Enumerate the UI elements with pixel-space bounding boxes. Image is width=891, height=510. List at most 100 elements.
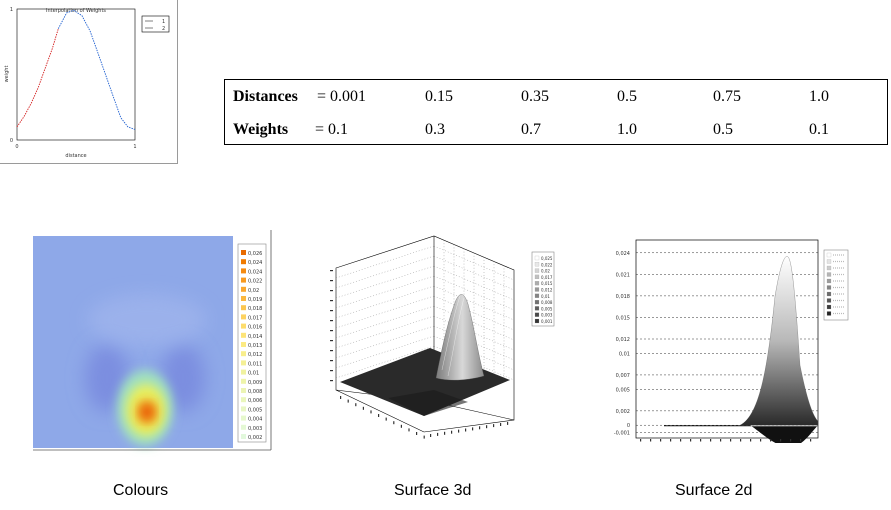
colours-legend-swatch [241, 378, 246, 384]
surface-3d-legend: 0,0250,0220,020,0170,0150,0120,010,0080,… [531, 251, 555, 327]
surface-3d-legend-label: 0,001 [541, 319, 553, 324]
surface-2d-x-tick [680, 439, 682, 442]
colours-legend-swatch [241, 286, 246, 292]
colours-legend-swatch [241, 397, 246, 403]
surface-2d-y-tick-label: 0,018 [616, 294, 630, 300]
surface-2d-x-tick [810, 439, 812, 442]
distances-first-value: = 0.001 [317, 88, 367, 105]
colours-legend-label: 0,014 [248, 334, 262, 340]
weights-cell: 0.1 [809, 121, 829, 138]
surface-3d-y-tick [330, 280, 333, 282]
colours-legend-swatch [241, 305, 246, 311]
colours-legend-swatch [241, 250, 246, 255]
colours-legend-swatch [241, 406, 246, 412]
colours-legend-swatch [241, 342, 246, 347]
surface-2d-x-tick [790, 439, 792, 442]
surface-3d-y-tick [330, 320, 333, 322]
mini-legend-1: 1 [162, 19, 165, 25]
surface-3d-svg: 0,0250,0220,020,0170,0150,0120,010,0080,… [330, 235, 555, 439]
surface-3d-legend-swatch [534, 268, 540, 273]
colours-legend-label: 0,022 [248, 279, 262, 285]
colours-legend-label: 0,013 [248, 343, 262, 349]
surface-3d-legend-label: 0,02 [541, 269, 550, 274]
surface-2d-x-tick [660, 439, 662, 442]
surface-3d-y-tick [330, 380, 333, 382]
surface-3d-y-tick [330, 350, 333, 352]
surface-3d-z-tick [437, 432, 439, 436]
mini-y-tick-top: 1 [10, 7, 13, 13]
colours-legend-label: 0,004 [248, 417, 262, 423]
surface-3d-legend-label: 0,012 [541, 288, 553, 293]
surface-3d-x-tick [416, 432, 418, 435]
colours-legend: 0,026 0,024 0,024 0,022 0,02 0,019 0,018 0,017 0… [237, 243, 267, 443]
surface-3d-z-tick [451, 430, 453, 434]
surface-2d-y-tick-label: 0,024 [616, 251, 630, 257]
surface-2d-x-tick [740, 439, 742, 442]
surface-3d-legend-swatch [534, 293, 540, 298]
surface-3d-legend-label: 0,015 [541, 281, 553, 286]
surface-2d-y-tick-label: 0,021 [616, 272, 630, 278]
mini-x-tick-right: 1 [133, 144, 136, 150]
surface-3d-y-tick [330, 270, 333, 272]
surface-2d-x-tick [720, 439, 722, 442]
distances-cell: 0.75 [713, 88, 741, 105]
surface-3d-y-tick [330, 290, 333, 292]
colours-legend-label: 0,02 [248, 288, 259, 294]
surface-3d-legend-swatch [534, 255, 540, 261]
surface-3d-legend-label: 0,008 [541, 300, 553, 305]
surface-2d-x-tick [760, 439, 762, 442]
colours-legend-label: 0,006 [248, 398, 262, 404]
surface-2d-x-tick [650, 439, 652, 442]
surface-2d-legend [823, 249, 849, 321]
colours-legend-label: 0,024 [248, 260, 262, 266]
surface-3d-z-tick [430, 434, 432, 437]
colours-legend-label: 0,017 [248, 315, 262, 321]
colours-legend-label: 0,016 [248, 325, 262, 331]
surface-3d-z-tick [472, 427, 474, 431]
surface-2d-y-tick-label: 0,002 [616, 409, 630, 415]
colours-legend-label: 0,008 [248, 389, 262, 395]
surface-3d-x-tick [385, 417, 387, 421]
weights-first-value: = 0.1 [315, 121, 349, 138]
surface-2d-x-tick [710, 439, 712, 442]
colours-legend-label: 0,01 [248, 371, 259, 377]
surface-2d-y-ticks: 0,024 0,021 0,018 0,015 0,012 0,01 0,007 0,005 0… [614, 251, 630, 437]
caption-surface-2d: Surface 2d [675, 482, 753, 499]
surface-2d-x-tick [730, 439, 732, 442]
surface-2d-x-tick [640, 439, 642, 442]
surface-3d-legend-swatch [534, 274, 540, 280]
surface-3d-peak [435, 294, 485, 381]
surface-2d-y-tick-label: 0,005 [616, 387, 630, 393]
surface-3d-ticks [330, 270, 509, 439]
colours-legend-swatch [241, 259, 246, 265]
surface-2d-area [664, 256, 819, 448]
colours-legend-swatch [241, 323, 246, 329]
colours-legend-label: 0,026 [248, 251, 262, 257]
surface-3d-x-tick [400, 424, 402, 428]
surface-2d-y-tick-label: 0 [627, 423, 630, 429]
surface-3d-x-tick [378, 414, 380, 417]
surface-2d-legend-swatch [826, 298, 832, 303]
surface-3d-y-tick [330, 340, 333, 342]
surface-3d-x-tick [347, 399, 349, 403]
colours-heatmap-panel: 0,026 0,024 0,024 0,022 0,02 0,019 0,018 0,017 0… [25, 228, 273, 457]
surface-3d-y-tick [330, 360, 333, 362]
surface-3d-z-tick [486, 425, 488, 429]
surface-2d-y-tick-label: -0,001 [614, 430, 630, 436]
weights-cell: 0.5 [713, 121, 733, 138]
surface-2d-legend-swatch [826, 259, 832, 264]
surface-3d-z-tick [500, 423, 502, 426]
surface-2d-legend-swatch [826, 304, 832, 310]
surface-3d-gridlines [335, 240, 515, 381]
surface-2d-x-ticks [640, 439, 812, 442]
surface-3d-legend-label: 0,017 [541, 275, 553, 280]
colours-legend-swatch [241, 296, 246, 301]
surface-2d-svg: 0,024 0,021 0,018 0,015 0,012 0,01 0,007 0,005 0… [614, 239, 849, 448]
colours-legend-swatch [241, 424, 246, 430]
surface-3d-y-tick [330, 300, 333, 302]
caption-colours: Colours [113, 482, 169, 499]
caption-surface-3d: Surface 3d [394, 482, 472, 499]
mini-line-chart-svg: Interpolation of Weights weight distance… [4, 7, 170, 159]
weights-cell: 1.0 [617, 121, 637, 138]
colours-heatmap-svg: 0,026 0,024 0,024 0,022 0,02 0,019 0,018 0,017 0… [25, 228, 273, 457]
